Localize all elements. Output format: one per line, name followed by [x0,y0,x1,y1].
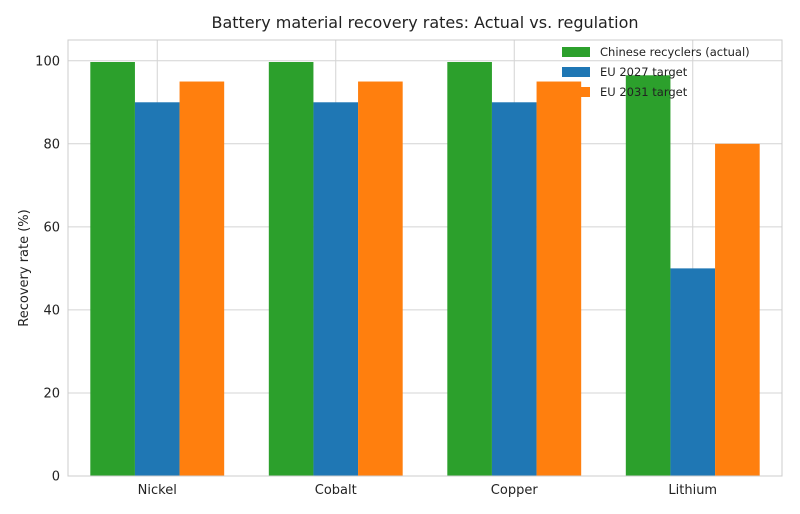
bar-cobalt-series-1 [268,62,314,476]
legend-swatch [562,47,590,57]
plot-frame [67,39,783,477]
bar-cobalt-series-2 [313,102,359,477]
bar-nickel-series-3 [179,81,225,477]
legend: Chinese recyclers (actual) EU 2027 target… [562,45,750,99]
legend-label: EU 2031 target [600,85,688,99]
chart-title: Battery material recovery rates: Actual … [211,13,638,32]
x-tick-label: Nickel [138,483,177,498]
legend-swatch [562,67,590,77]
y-axis-label: Recovery rate (%) [17,209,32,326]
y-tick-label: 40 [43,303,60,318]
bar-copper-series-3 [536,81,582,477]
x-tick-label: Copper [491,483,539,498]
y-tick-label: 20 [43,386,60,401]
bar-copper-series-2 [491,102,537,477]
axes: 0 20 40 60 80 100 Nickel Cobalt Copper Lithium [35,39,783,498]
bar-nickel-series-1 [90,62,135,476]
legend-swatch [562,87,590,97]
x-tick-label: Cobalt [315,483,357,498]
y-tick-label: 100 [35,54,60,69]
bar-nickel-series-2 [134,102,180,477]
bar-lithium-series-1 [625,75,671,477]
y-tick-label: 60 [43,220,60,235]
legend-label: EU 2027 target [600,65,688,79]
y-tick-label: 0 [52,470,60,485]
y-tick-label: 80 [43,137,60,152]
bar-cobalt-series-3 [358,81,403,477]
bar-lithium-series-3 [715,143,760,477]
legend-label: Chinese recyclers (actual) [600,45,750,59]
bar-lithium-series-2 [670,268,716,476]
bar-copper-series-1 [447,62,492,476]
x-tick-label: Lithium [668,483,717,498]
bars [90,62,760,477]
